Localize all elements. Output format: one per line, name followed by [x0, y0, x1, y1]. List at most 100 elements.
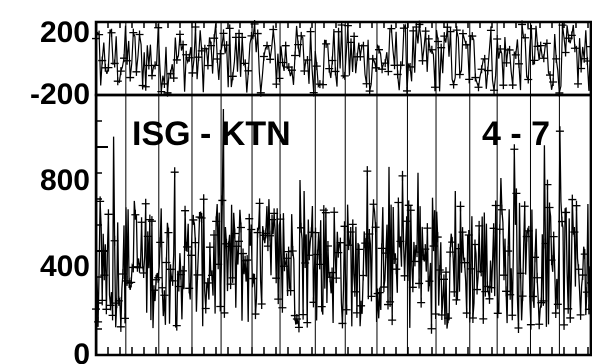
main-point [375, 287, 384, 298]
main-point [261, 228, 270, 239]
residual-point [169, 74, 178, 83]
main-point [272, 273, 281, 284]
main-point [257, 299, 266, 310]
residual-point [303, 55, 312, 64]
main-point [303, 317, 312, 328]
main-point [114, 295, 123, 306]
residual-point [421, 27, 430, 36]
main-point [185, 283, 194, 294]
main-point [131, 209, 140, 220]
main-point [288, 246, 297, 257]
main-point [512, 188, 521, 199]
residual-point [331, 67, 340, 76]
main-point [197, 213, 206, 224]
main-point [127, 277, 136, 288]
main-point [367, 291, 376, 302]
main-point [562, 207, 571, 218]
main-point [344, 240, 353, 251]
residual-point [508, 81, 517, 90]
residual-point [213, 54, 222, 63]
residual-point [98, 56, 107, 65]
residual-point [225, 24, 234, 33]
main-point [106, 300, 115, 311]
main-point [539, 295, 548, 306]
main-point [147, 216, 156, 227]
residual-point [536, 41, 545, 50]
main-point [491, 200, 500, 211]
main-point [431, 309, 440, 320]
main-point [193, 269, 202, 280]
main-point [365, 228, 374, 239]
main-point [468, 313, 477, 324]
main-point [497, 204, 506, 215]
residual-point [263, 41, 272, 50]
main-point [357, 300, 366, 311]
main-point [528, 291, 537, 302]
main-point [230, 228, 239, 239]
residual-point [272, 80, 281, 89]
residual-point [471, 73, 480, 82]
main-point [292, 314, 301, 325]
main-point [441, 267, 450, 278]
main-point [522, 231, 531, 242]
main-point [239, 248, 248, 259]
main-point [352, 307, 361, 318]
main-point [460, 257, 469, 268]
residual-point [486, 26, 495, 35]
main-point [423, 223, 432, 234]
main-point [466, 263, 475, 274]
main-point [504, 246, 513, 257]
main-point [216, 301, 225, 312]
main-point [191, 237, 200, 248]
main-point [458, 227, 467, 238]
residual-point [104, 63, 113, 72]
main-point [274, 294, 283, 305]
main-point [348, 219, 357, 230]
residual-point [542, 39, 551, 48]
residual-point [259, 52, 268, 61]
main-point [224, 241, 233, 252]
residual-point [561, 48, 570, 57]
main-point [452, 294, 461, 305]
main-point [156, 237, 165, 248]
residual-point [505, 45, 514, 54]
main-point [535, 319, 544, 330]
residual-series-line [95, 23, 592, 94]
main-point [506, 289, 515, 300]
residual-point [281, 41, 290, 50]
main-point [181, 205, 190, 216]
main-point [236, 222, 245, 233]
residual-point [396, 61, 405, 70]
main-point [560, 319, 569, 330]
main-point [183, 241, 192, 252]
main-point [533, 272, 542, 283]
main-point [477, 266, 486, 277]
main-point [549, 231, 558, 242]
main-point [116, 321, 125, 332]
residual-point [546, 71, 555, 80]
main-point [384, 299, 393, 310]
main-point [483, 281, 492, 292]
residual-point [356, 52, 365, 61]
residual-point [113, 77, 122, 86]
main-point [137, 217, 146, 228]
main-point [568, 194, 577, 205]
axis-labels: 200 -200 800 400 0 [30, 16, 90, 364]
main-point [263, 241, 272, 252]
main-point [386, 296, 395, 307]
residual-point [287, 66, 296, 75]
main-point [555, 126, 564, 137]
main-point [390, 254, 399, 265]
residual-point [141, 82, 150, 91]
residual-point [359, 41, 368, 50]
main-point [286, 285, 295, 296]
main-point [102, 304, 111, 315]
main-point [158, 282, 167, 293]
main-point [162, 257, 171, 268]
main-point [410, 256, 419, 267]
residual-point [334, 27, 343, 36]
main-point [369, 199, 378, 210]
main-point [220, 307, 229, 318]
main-point [551, 308, 560, 319]
main-point [110, 235, 119, 246]
